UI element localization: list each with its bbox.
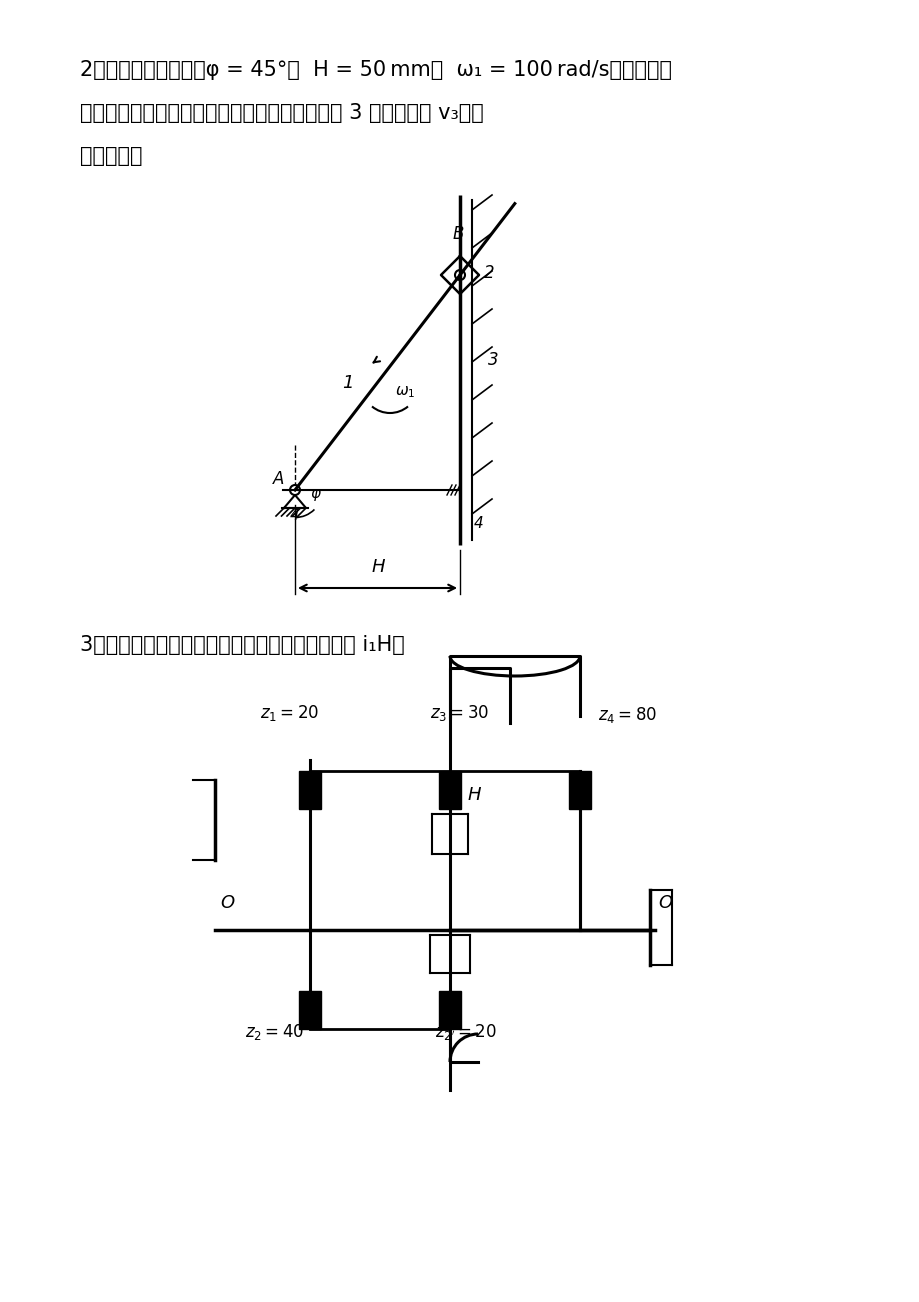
Bar: [193, 780, 215, 861]
Text: $\varphi$: $\varphi$: [310, 487, 322, 503]
Text: $z_{2'} = 20$: $z_{2'} = 20$: [435, 1022, 496, 1042]
Text: 1: 1: [342, 374, 354, 392]
Text: $z_1 = 20$: $z_1 = 20$: [260, 703, 319, 723]
Text: 4: 4: [289, 508, 300, 523]
Text: O: O: [657, 894, 672, 911]
Text: $z_3 = 30$: $z_3 = 30$: [429, 703, 489, 723]
Text: H: H: [468, 786, 481, 805]
Bar: [299, 991, 321, 1029]
Bar: [299, 771, 321, 809]
Text: 2: 2: [483, 264, 494, 283]
Text: A: A: [273, 470, 284, 488]
Text: H: H: [371, 559, 384, 575]
Text: O: O: [220, 894, 233, 911]
Text: $z_2 = 40$: $z_2 = 40$: [244, 1022, 304, 1042]
Text: 3: 3: [487, 352, 498, 368]
Text: 2、图示机构中，已知φ = 45°，  H = 50 mm，  ω₁ = 100 rad/s。在图中标: 2、图示机构中，已知φ = 45°， H = 50 mm， ω₁ = 100 r…: [80, 60, 671, 79]
Text: B: B: [452, 225, 464, 243]
Bar: [650, 891, 671, 965]
Bar: [438, 991, 460, 1029]
Text: 3、图示的轮系，设已知各轮齿数，试求其传动比 i₁H。: 3、图示的轮系，设已知各轮齿数，试求其传动比 i₁H。: [80, 635, 404, 655]
Bar: [568, 771, 590, 809]
Text: 小及方向。: 小及方向。: [80, 146, 142, 165]
Bar: [432, 814, 468, 854]
Bar: [438, 771, 460, 809]
Bar: [429, 935, 470, 973]
Text: 出所有瞬心位置，并用瞬心法确定图示位置构件 3 的瞬时速度 v₃的大: 出所有瞬心位置，并用瞬心法确定图示位置构件 3 的瞬时速度 v₃的大: [80, 103, 483, 122]
Text: $\omega_1$: $\omega_1$: [394, 384, 415, 400]
Text: 4: 4: [473, 516, 483, 531]
Text: $z_4 = 80$: $z_4 = 80$: [597, 704, 656, 725]
